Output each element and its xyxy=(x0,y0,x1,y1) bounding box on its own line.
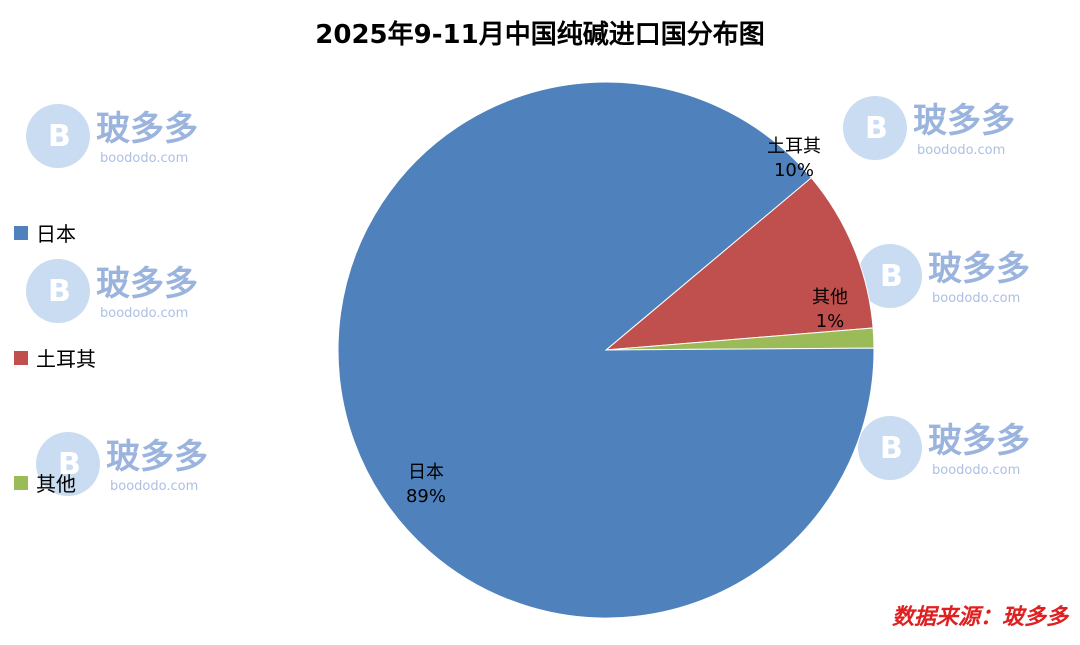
data-label-name: 其他 xyxy=(812,287,848,308)
svg-text:B: B xyxy=(48,274,71,309)
legend-swatch xyxy=(14,225,28,240)
pie-slice-土耳其 xyxy=(604,177,874,351)
pie-slice-日本 xyxy=(337,81,875,619)
legend-item: 日本 xyxy=(14,218,76,247)
watermark-name: 玻多多 xyxy=(96,264,198,304)
watermark-name: 玻多多 xyxy=(928,421,1030,461)
watermark-name: 玻多多 xyxy=(928,249,1030,289)
legend-label: 日本 xyxy=(36,222,76,246)
watermark-url: boododo.com xyxy=(932,291,1020,306)
legend-swatch xyxy=(14,475,28,490)
data-label-percent: 89% xyxy=(406,486,446,507)
svg-text:B: B xyxy=(880,431,903,466)
svg-text:B: B xyxy=(48,119,71,154)
svg-text:B: B xyxy=(880,259,903,294)
watermark-url: boododo.com xyxy=(917,143,1005,158)
watermark-url: boododo.com xyxy=(100,306,188,321)
legend-label: 其他 xyxy=(36,472,76,496)
watermark-logo: B 玻多多 boododo.com xyxy=(843,96,1015,160)
watermark-logo: B 玻多多 boododo.com xyxy=(858,416,1030,480)
watermark-url: boododo.com xyxy=(110,479,198,494)
chart-title: 2025年9-11月中国纯碱进口国分布图 xyxy=(315,20,765,50)
watermark-name: 玻多多 xyxy=(96,109,198,149)
data-label-name: 土耳其 xyxy=(767,136,821,157)
data-label-percent: 10% xyxy=(774,160,814,181)
watermark-logo: B 玻多多 boododo.com xyxy=(26,259,198,323)
legend-label: 土耳其 xyxy=(36,347,96,371)
watermark-url: boododo.com xyxy=(932,463,1020,478)
watermark-name: 玻多多 xyxy=(106,437,208,477)
source-note: 数据来源：玻多多 xyxy=(891,604,1068,630)
watermark-logo: B 玻多多 boododo.com xyxy=(36,432,208,496)
watermark-name: 玻多多 xyxy=(913,101,1015,141)
data-label-name: 日本 xyxy=(408,462,444,483)
watermark-logo: B 玻多多 boododo.com xyxy=(858,244,1030,308)
svg-text:B: B xyxy=(865,111,888,146)
legend-item: 土耳其 xyxy=(14,343,96,372)
watermark-logo: B 玻多多 boododo.com xyxy=(26,104,198,168)
data-label-percent: 1% xyxy=(816,311,845,332)
watermark-url: boododo.com xyxy=(100,151,188,166)
legend-item: 其他 xyxy=(14,468,76,497)
legend-swatch xyxy=(14,350,28,365)
svg-text:B: B xyxy=(58,447,81,482)
